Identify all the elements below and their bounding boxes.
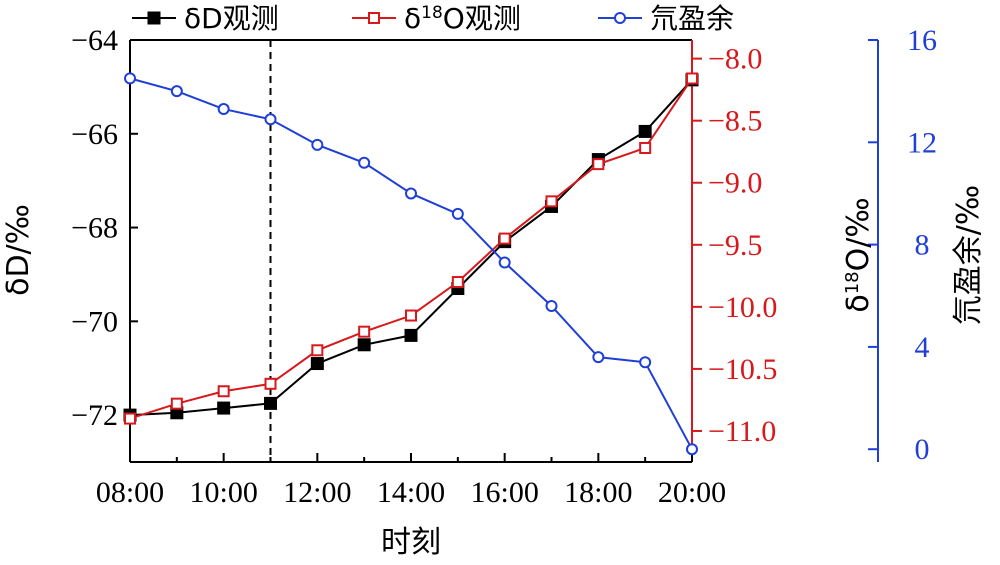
- series-d18o-point: [592, 158, 605, 171]
- left-axis: −64 −66 −68 −70 −72: [71, 24, 138, 432]
- left-tick-label: −70: [71, 305, 118, 338]
- series-dd-point: [310, 357, 324, 371]
- series-d18o-point: [124, 412, 136, 425]
- x-tick-label: 16:00: [470, 476, 538, 509]
- series-dexcess-point: [311, 138, 324, 151]
- legend-label: δ18O观测: [404, 2, 521, 35]
- right1-tick-label: −8.0: [708, 43, 762, 76]
- legend-marker: [147, 11, 161, 25]
- legend-label: δD观测: [184, 2, 279, 35]
- series-dexcess-point: [686, 443, 698, 456]
- right1-tick-label: −9.5: [708, 229, 762, 262]
- series-d18o-point: [639, 141, 652, 154]
- series-dd-point: [638, 124, 652, 138]
- series-dd-point: [264, 396, 277, 410]
- x-tick-label: 08:00: [96, 476, 164, 509]
- series-d18o: [124, 72, 698, 425]
- right1-tick-label: −10.5: [708, 353, 777, 386]
- right1-title-sup: 18: [842, 271, 863, 294]
- series-dexcess-point: [545, 299, 558, 312]
- right1-tick-label: −11.0: [708, 415, 776, 448]
- right2-axis-title: 氘盈余/‰: [951, 185, 986, 325]
- right2-tick-label: 8: [915, 229, 930, 262]
- left-tick-label: −66: [71, 118, 118, 151]
- series-dexcess-point: [498, 256, 511, 269]
- right1-tick-label: −10.0: [708, 291, 777, 324]
- right1-title-prefix: δ: [841, 294, 876, 312]
- legend-label-suffix: O观测: [443, 2, 521, 35]
- series-dd-point: [357, 338, 371, 352]
- series-d18o-point: [451, 276, 464, 289]
- series-dd: [123, 73, 699, 422]
- legend-marker: [614, 12, 626, 24]
- series-dexcess-point: [451, 207, 464, 220]
- x-tick-label: 12:00: [283, 476, 351, 509]
- series-d18o-point: [170, 397, 183, 410]
- x-tick-label: 18:00: [564, 476, 632, 509]
- series-dexcess-point: [264, 113, 277, 126]
- legend: δD观测 δ18O观测 氘盈余: [132, 2, 734, 35]
- series-dexcess-point: [170, 85, 183, 98]
- series-dexcess-point: [217, 103, 230, 116]
- series-d18o-point: [358, 325, 371, 338]
- right1-title-suffix: O/‰: [841, 197, 876, 271]
- right-axis-d18o: −8.0 −8.5 −9.0 −9.5 −10.0 −10.5 −11.0: [692, 43, 777, 448]
- series-d18o-point: [545, 195, 558, 208]
- series-dexcess-point: [124, 72, 136, 85]
- right2-tick-label: 4: [915, 331, 930, 364]
- right-axis-deuterium-excess: 0 4 8 12 16: [868, 24, 937, 466]
- series-d18o-point: [311, 344, 324, 357]
- left-tick-label: −72: [71, 399, 118, 432]
- legend-label: 氘盈余: [650, 2, 734, 35]
- series-d18o-point: [686, 72, 698, 85]
- series-dd-point: [217, 401, 231, 415]
- series-d18o-point: [405, 309, 417, 322]
- right2-tick-label: 0: [915, 433, 930, 466]
- series-group: [123, 72, 699, 456]
- series-d18o-point: [217, 385, 230, 398]
- series-dexcess-point: [592, 351, 605, 364]
- x-axis-title: 时刻: [381, 525, 441, 560]
- series-d18o-line: [129, 77, 693, 420]
- right1-axis-title: δ18O/‰: [841, 197, 876, 312]
- series-dexcess-point: [405, 187, 417, 200]
- series-dd-line: [129, 79, 693, 417]
- left-tick-label: −64: [71, 24, 118, 57]
- series-d18o-point: [264, 377, 277, 390]
- right2-tick-label: 12: [907, 126, 937, 159]
- plot-frame: [129, 39, 879, 463]
- right2-tick-label: 16: [907, 24, 937, 57]
- legend-label-sup: 18: [421, 3, 443, 23]
- x-axis: 08:00 10:00 12:00 14:00 16:00 18:00 20:00: [96, 453, 726, 509]
- right1-tick-label: −8.5: [708, 105, 762, 138]
- legend-marker: [368, 12, 380, 24]
- series-dexcess: [124, 72, 698, 456]
- x-tick-label: 14:00: [377, 476, 445, 509]
- left-tick-label: −68: [71, 212, 118, 245]
- right1-tick-label: −9.0: [708, 167, 762, 200]
- series-d18o-point: [498, 232, 511, 245]
- x-tick-label: 10:00: [189, 476, 257, 509]
- x-tick-label: 20:00: [658, 476, 726, 509]
- legend-label-prefix: δ: [404, 2, 421, 35]
- series-dexcess-point: [358, 156, 371, 169]
- left-axis-title: δD/‰: [1, 204, 36, 296]
- series-dd-point: [404, 328, 418, 342]
- series-dexcess-point: [639, 356, 652, 369]
